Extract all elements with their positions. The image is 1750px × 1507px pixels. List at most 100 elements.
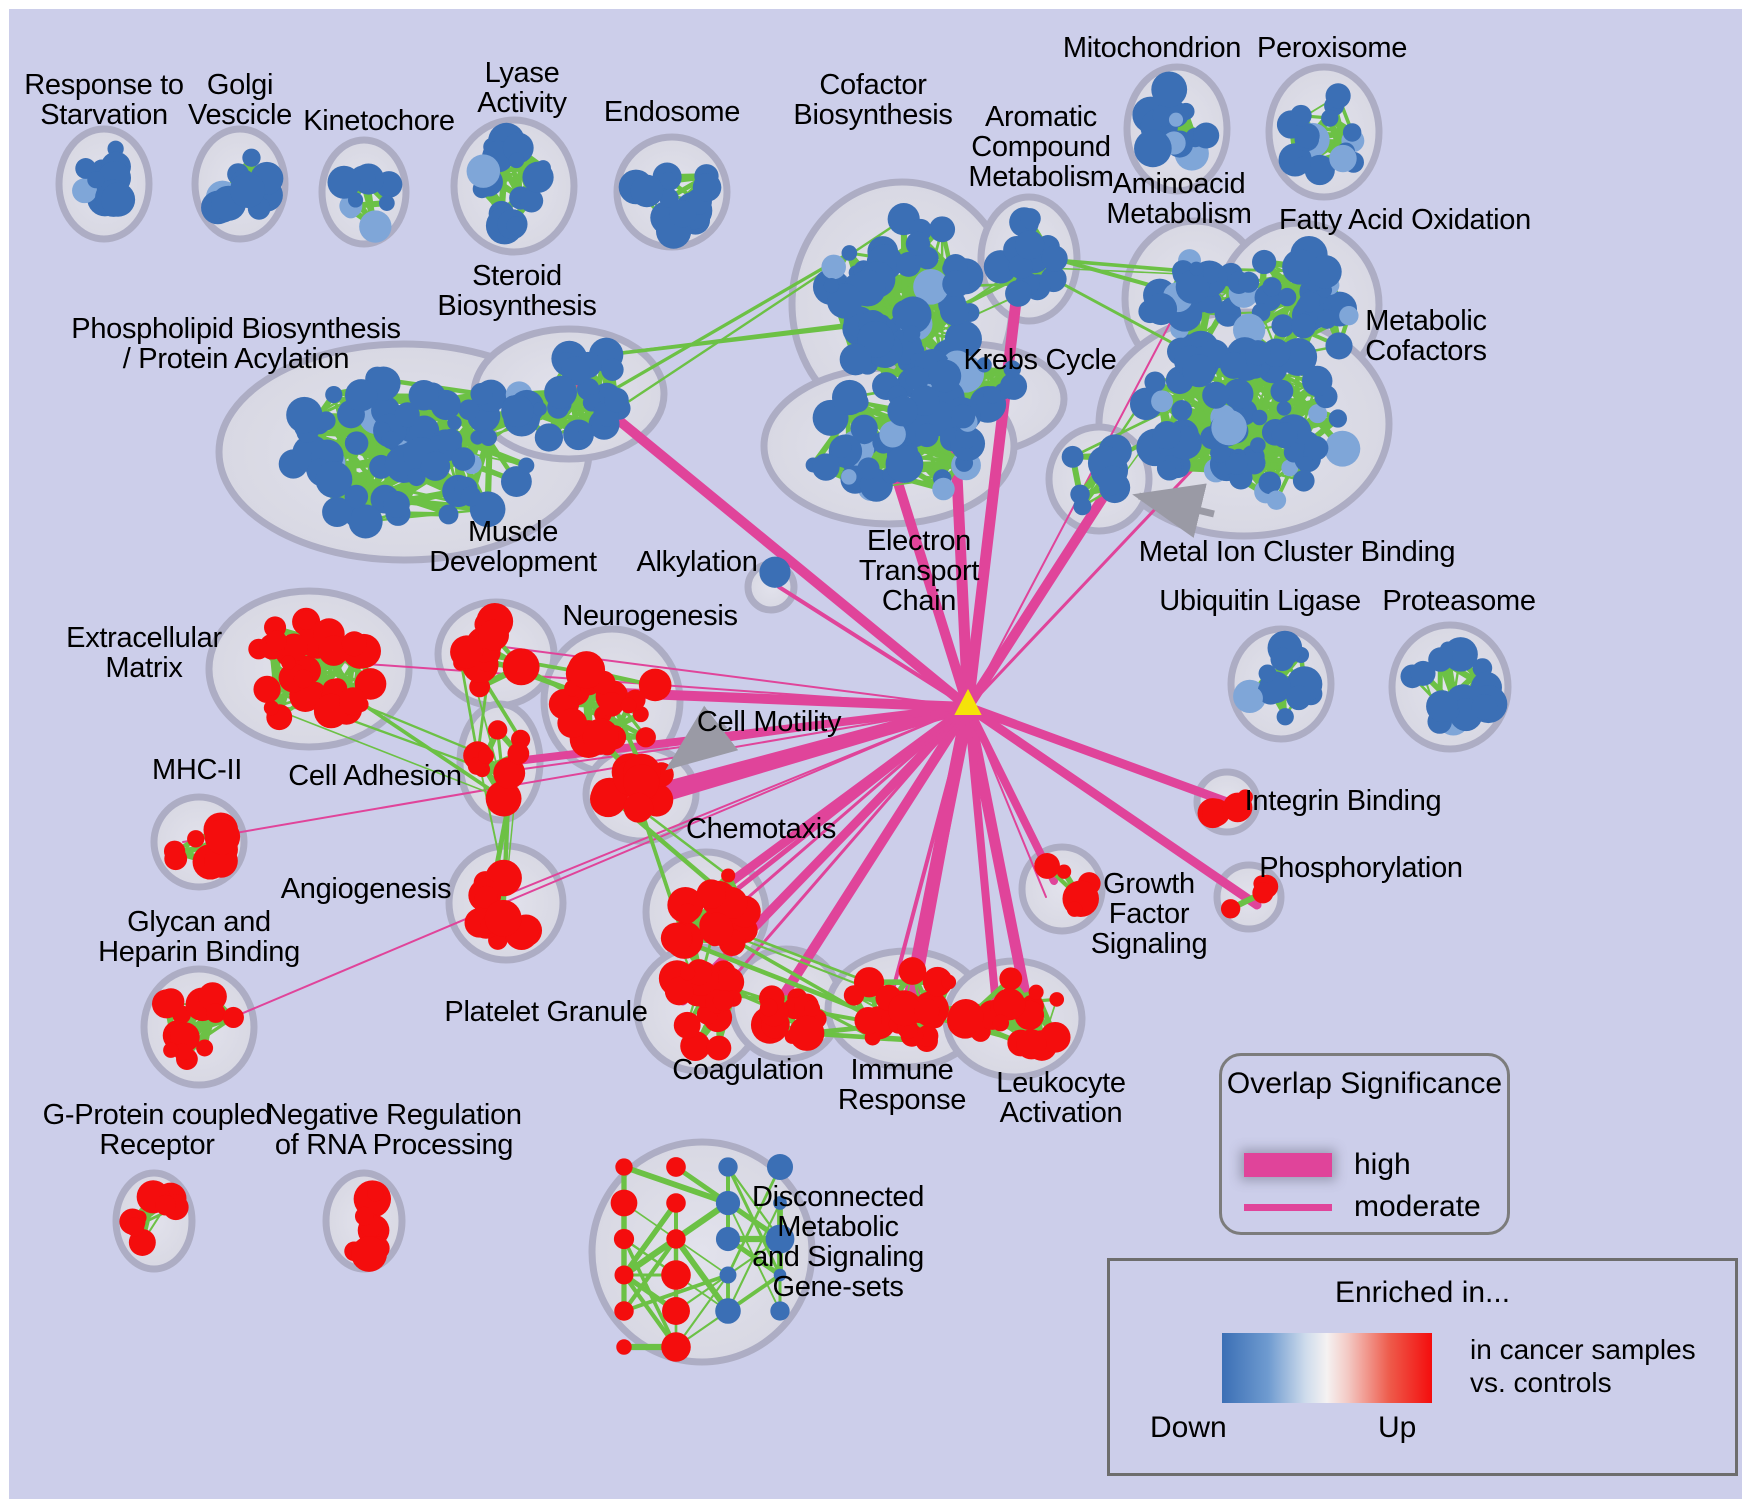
gene-set-node[interactable] [344, 484, 369, 509]
gene-set-node[interactable] [1005, 280, 1032, 307]
gene-set-node[interactable] [1039, 1021, 1071, 1053]
gene-set-node[interactable] [955, 426, 978, 449]
gene-set-node[interactable] [1325, 332, 1353, 360]
gene-set-node[interactable] [1266, 490, 1287, 510]
gene-set-node[interactable] [485, 780, 522, 817]
gene-set-node[interactable] [345, 379, 378, 412]
gene-set-node[interactable] [196, 1039, 214, 1057]
gene-set-node[interactable] [87, 171, 105, 189]
gene-set-node[interactable] [692, 173, 722, 202]
gene-set-node[interactable] [1016, 1029, 1047, 1060]
gene-set-node[interactable] [394, 402, 420, 428]
gene-set-node[interactable] [1252, 249, 1277, 275]
gene-set-node[interactable] [1211, 409, 1247, 446]
gene-set-node[interactable] [857, 457, 880, 480]
gene-set-node[interactable] [1299, 291, 1320, 313]
gene-set-node[interactable] [522, 161, 554, 193]
gene-set-node[interactable] [635, 727, 656, 748]
gene-set-node[interactable] [599, 692, 624, 717]
gene-set-node[interactable] [719, 1266, 737, 1284]
gene-set-node[interactable] [843, 985, 865, 1006]
gene-set-node[interactable] [280, 633, 309, 662]
gene-set-node[interactable] [487, 720, 508, 740]
gene-set-node[interactable] [623, 764, 660, 801]
gene-set-node[interactable] [812, 453, 840, 481]
gene-set-node[interactable] [508, 152, 525, 169]
gene-set-node[interactable] [325, 386, 343, 404]
gene-set-node[interactable] [614, 1265, 634, 1285]
gene-set-node[interactable] [993, 988, 1026, 1021]
gene-set-node[interactable] [1056, 864, 1072, 879]
gene-set-node[interactable] [341, 631, 367, 657]
gene-set-node[interactable] [458, 399, 480, 421]
gene-set-node[interactable] [1262, 277, 1282, 297]
gene-set-node[interactable] [1203, 267, 1220, 284]
gene-set-node[interactable] [718, 1157, 738, 1177]
gene-set-node[interactable] [1189, 261, 1204, 276]
gene-set-node[interactable] [286, 396, 323, 434]
gene-set-node[interactable] [164, 847, 188, 871]
gene-set-node[interactable] [789, 1015, 825, 1051]
gene-set-node[interactable] [685, 959, 713, 986]
gene-set-node[interactable] [714, 967, 745, 997]
gene-set-node[interactable] [344, 431, 369, 455]
gene-set-node[interactable] [447, 415, 462, 431]
gene-set-node[interactable] [1220, 899, 1241, 919]
gene-set-node[interactable] [766, 1153, 794, 1181]
gene-set-node[interactable] [1308, 404, 1328, 424]
gene-set-node[interactable] [204, 819, 241, 855]
gene-set-node[interactable] [613, 1228, 635, 1250]
gene-set-node[interactable] [1276, 708, 1294, 726]
gene-set-node[interactable] [1097, 465, 1127, 496]
gene-set-node[interactable] [378, 195, 395, 211]
gene-set-node[interactable] [408, 379, 440, 411]
gene-set-node[interactable] [1028, 984, 1044, 1000]
gene-set-node[interactable] [1290, 104, 1312, 127]
gene-set-node[interactable] [1158, 460, 1176, 478]
gene-set-node[interactable] [1428, 647, 1453, 672]
gene-set-node[interactable] [502, 648, 540, 686]
gene-set-node[interactable] [827, 283, 863, 319]
gene-set-node[interactable] [1225, 453, 1248, 475]
gene-set-node[interactable] [821, 254, 846, 280]
gene-set-node[interactable] [438, 504, 459, 525]
gene-set-node[interactable] [1292, 469, 1315, 492]
gene-set-node[interactable] [664, 976, 694, 1006]
gene-set-node[interactable] [293, 669, 313, 689]
gene-set-node[interactable] [669, 200, 697, 228]
gene-set-node[interactable] [1145, 293, 1178, 326]
gene-set-node[interactable] [1258, 664, 1277, 683]
gene-set-node[interactable] [944, 320, 982, 358]
gene-set-node[interactable] [1144, 371, 1166, 393]
gene-set-node[interactable] [928, 359, 962, 393]
gene-set-node[interactable] [715, 1226, 741, 1252]
gene-set-node[interactable] [1242, 451, 1266, 475]
gene-set-node[interactable] [348, 504, 383, 539]
gene-set-node[interactable] [474, 885, 498, 909]
gene-set-node[interactable] [322, 496, 353, 527]
gene-set-node[interactable] [1168, 112, 1184, 127]
gene-set-node[interactable] [1220, 351, 1248, 379]
gene-set-node[interactable] [915, 423, 939, 448]
gene-set-node[interactable] [501, 394, 534, 428]
gene-set-node[interactable] [896, 251, 922, 277]
gene-set-node[interactable] [354, 1206, 374, 1226]
gene-set-node[interactable] [706, 1035, 732, 1061]
gene-set-node[interactable] [439, 428, 463, 452]
gene-set-node[interactable] [253, 675, 281, 704]
gene-set-node[interactable] [125, 1217, 145, 1237]
gene-set-node[interactable] [100, 182, 136, 217]
gene-set-node[interactable] [519, 189, 544, 213]
gene-set-node[interactable] [1061, 445, 1084, 468]
gene-set-node[interactable] [1276, 400, 1292, 416]
gene-set-node[interactable] [715, 1190, 741, 1216]
gene-set-node[interactable] [1304, 154, 1335, 186]
gene-set-node[interactable] [999, 967, 1023, 991]
gene-set-node[interactable] [359, 210, 392, 243]
gene-set-node[interactable] [1410, 660, 1436, 686]
gene-set-node[interactable] [1151, 390, 1174, 413]
gene-set-node[interactable] [932, 477, 955, 501]
gene-set-node[interactable] [1426, 690, 1459, 723]
gene-set-node[interactable] [470, 382, 493, 406]
gene-set-node[interactable] [620, 697, 637, 714]
